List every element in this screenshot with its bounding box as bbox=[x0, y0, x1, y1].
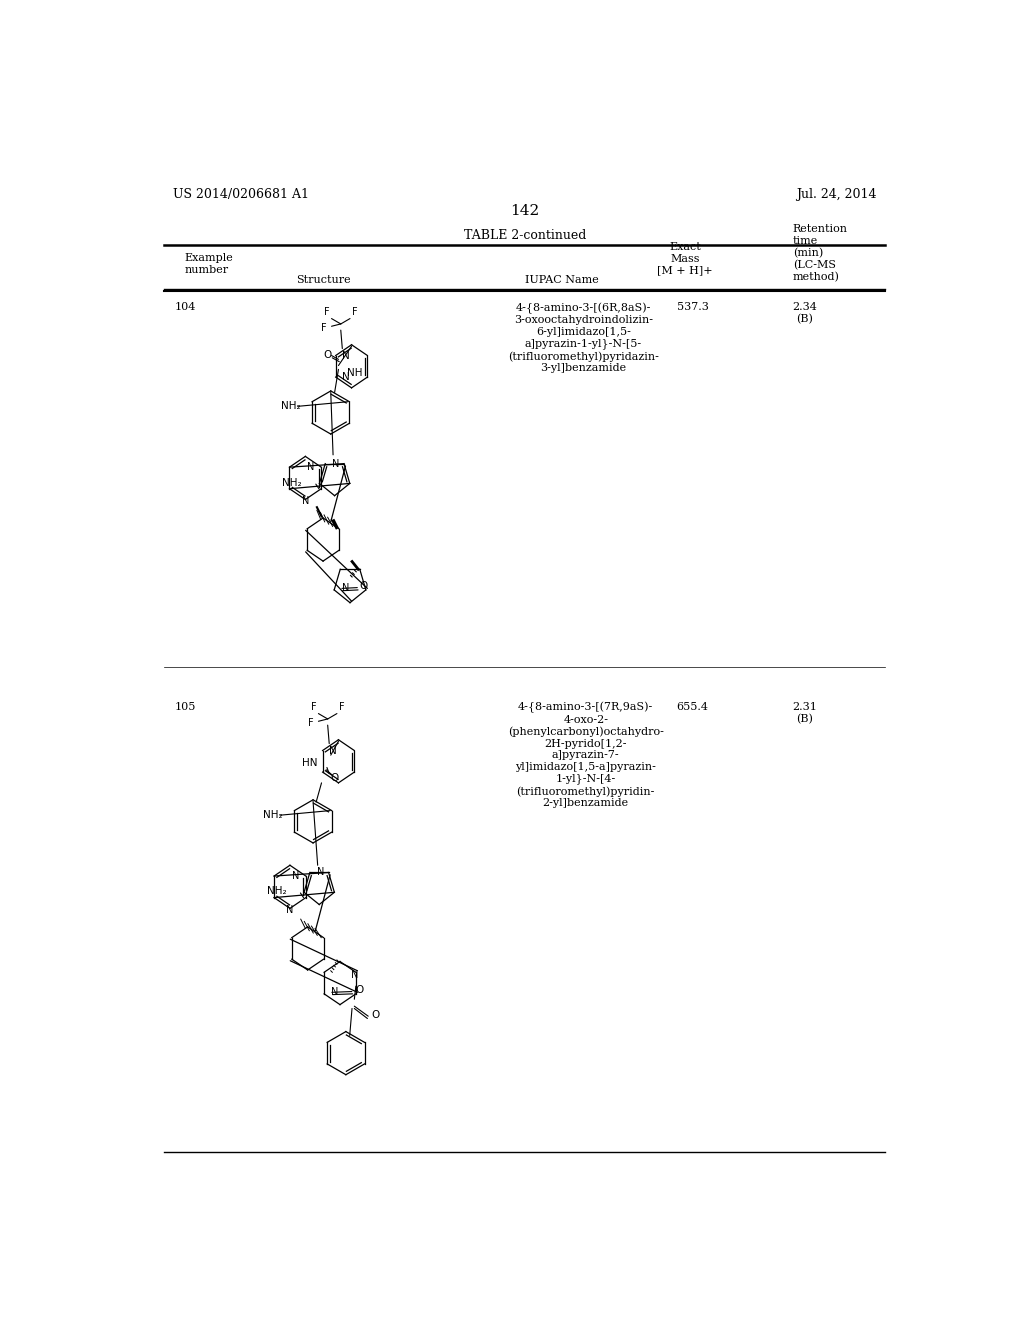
Text: NH₂: NH₂ bbox=[281, 401, 300, 412]
Text: NH₂: NH₂ bbox=[263, 810, 283, 820]
Text: N: N bbox=[329, 746, 337, 755]
Text: N: N bbox=[331, 987, 339, 998]
Text: N: N bbox=[292, 871, 299, 880]
Text: IUPAC Name: IUPAC Name bbox=[525, 275, 599, 285]
Text: F: F bbox=[311, 702, 316, 713]
Text: N: N bbox=[342, 351, 349, 360]
Text: 105: 105 bbox=[174, 702, 196, 711]
Text: 2.34
(B): 2.34 (B) bbox=[792, 302, 817, 325]
Text: Jul. 24, 2014: Jul. 24, 2014 bbox=[797, 187, 877, 201]
Text: N: N bbox=[287, 906, 294, 915]
Text: N: N bbox=[332, 458, 340, 469]
Text: 142: 142 bbox=[510, 203, 540, 218]
Text: NH₂: NH₂ bbox=[267, 887, 287, 896]
Text: NH: NH bbox=[347, 368, 362, 379]
Text: O: O bbox=[331, 774, 339, 783]
Text: Retention
time
(min)
(LC-MS
method): Retention time (min) (LC-MS method) bbox=[793, 224, 848, 282]
Text: F: F bbox=[352, 308, 357, 317]
Text: Example
number: Example number bbox=[184, 253, 233, 275]
Text: Structure: Structure bbox=[296, 275, 350, 285]
Text: F: F bbox=[308, 718, 313, 727]
Text: 4-{8-amino-3-[(7R,9aS)-
4-oxo-2-
(phenylcarbonyl)octahydro-
2H-pyrido[1,2-
a]pyr: 4-{8-amino-3-[(7R,9aS)- 4-oxo-2- (phenyl… bbox=[508, 702, 664, 808]
Text: N: N bbox=[302, 496, 309, 507]
Text: N: N bbox=[307, 462, 314, 473]
Text: TABLE 2-continued: TABLE 2-continued bbox=[464, 228, 586, 242]
Text: 2.31
(B): 2.31 (B) bbox=[792, 702, 817, 723]
Text: N: N bbox=[342, 372, 349, 381]
Text: F: F bbox=[321, 323, 327, 333]
Text: 655.4: 655.4 bbox=[677, 702, 709, 711]
Text: NH₂: NH₂ bbox=[283, 478, 302, 487]
Text: O: O bbox=[372, 1010, 380, 1019]
Text: 4-{8-amino-3-[(6R,8aS)-
3-oxooctahydroindolizin-
6-yl]imidazo[1,5-
a]pyrazin-1-y: 4-{8-amino-3-[(6R,8aS)- 3-oxooctahydroin… bbox=[508, 302, 658, 374]
Text: N: N bbox=[342, 583, 349, 594]
Text: HN: HN bbox=[302, 758, 317, 768]
Text: N: N bbox=[316, 867, 325, 878]
Text: 104: 104 bbox=[174, 302, 196, 313]
Text: F: F bbox=[339, 702, 344, 713]
Text: O: O bbox=[355, 985, 364, 995]
Text: US 2014/0206681 A1: US 2014/0206681 A1 bbox=[173, 187, 309, 201]
Text: 537.3: 537.3 bbox=[677, 302, 709, 313]
Text: N: N bbox=[350, 970, 358, 979]
Text: F: F bbox=[325, 308, 330, 317]
Text: O: O bbox=[324, 350, 332, 360]
Text: Exact
Mass
[M + H]+: Exact Mass [M + H]+ bbox=[657, 242, 713, 275]
Text: O: O bbox=[359, 581, 368, 591]
